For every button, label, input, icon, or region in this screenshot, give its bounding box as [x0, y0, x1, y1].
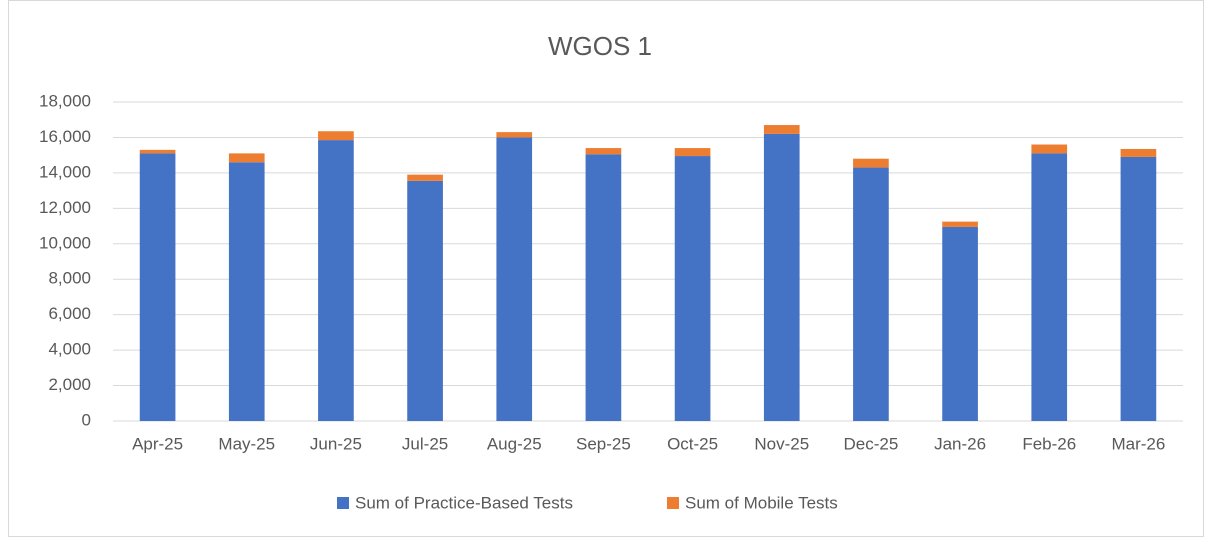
legend-swatch	[337, 497, 349, 509]
x-tick-label: May-25	[218, 434, 275, 453]
x-tick-label: Apr-25	[132, 434, 183, 453]
y-tick-label: 0	[82, 410, 91, 429]
bar-segment	[853, 167, 889, 421]
x-tick-label: Sep-25	[576, 434, 631, 453]
y-tick-label: 12,000	[39, 198, 91, 217]
bar-segment	[318, 131, 354, 141]
y-tick-label: 8,000	[48, 269, 91, 288]
bar-segment	[1031, 153, 1068, 421]
legend-label: Sum of Mobile Tests	[685, 493, 838, 512]
bar-segment	[763, 133, 800, 421]
y-tick-label: 2,000	[48, 375, 91, 394]
bar-segment	[139, 153, 176, 421]
bar-segment	[1120, 156, 1157, 421]
x-tick-label: Feb-26	[1022, 434, 1076, 453]
bar-segment	[674, 148, 711, 157]
bar-segment	[496, 137, 533, 421]
y-tick-label: 10,000	[39, 233, 91, 252]
chart-title: WGOS 1	[548, 31, 652, 61]
y-tick-label: 4,000	[48, 340, 91, 359]
legend-label: Sum of Practice-Based Tests	[355, 493, 573, 512]
bar-segment	[942, 226, 978, 421]
y-tick-label: 16,000	[39, 127, 91, 146]
bar-segment	[942, 221, 978, 227]
y-tick-label: 6,000	[48, 304, 91, 323]
x-tick-label: Jul-25	[402, 434, 448, 453]
legend-swatch	[667, 497, 679, 509]
bar-segment	[318, 140, 354, 421]
x-tick-label: Dec-25	[844, 434, 899, 453]
x-tick-label: Aug-25	[487, 434, 542, 453]
x-tick-label: Mar-26	[1111, 434, 1165, 453]
bar-segment	[763, 125, 800, 134]
x-tick-label: Oct-25	[667, 434, 718, 453]
bar-segment	[228, 162, 265, 421]
bar-segment	[496, 132, 533, 138]
bar-segment	[139, 149, 176, 154]
y-tick-label: 14,000	[39, 162, 91, 181]
bar-segment	[407, 180, 443, 421]
bar-segment	[1120, 148, 1157, 157]
x-tick-label: Jan-26	[934, 434, 986, 453]
bar-segment	[853, 158, 889, 168]
bar-segment	[585, 148, 622, 155]
x-tick-label: Nov-25	[754, 434, 809, 453]
bar-segment	[407, 174, 443, 181]
x-tick-label: Jun-25	[310, 434, 362, 453]
bar-segment	[228, 153, 265, 163]
y-tick-label: 18,000	[39, 91, 91, 110]
bar-segment	[1031, 144, 1068, 154]
bar-segment	[674, 156, 711, 421]
bar-segment	[585, 154, 622, 421]
